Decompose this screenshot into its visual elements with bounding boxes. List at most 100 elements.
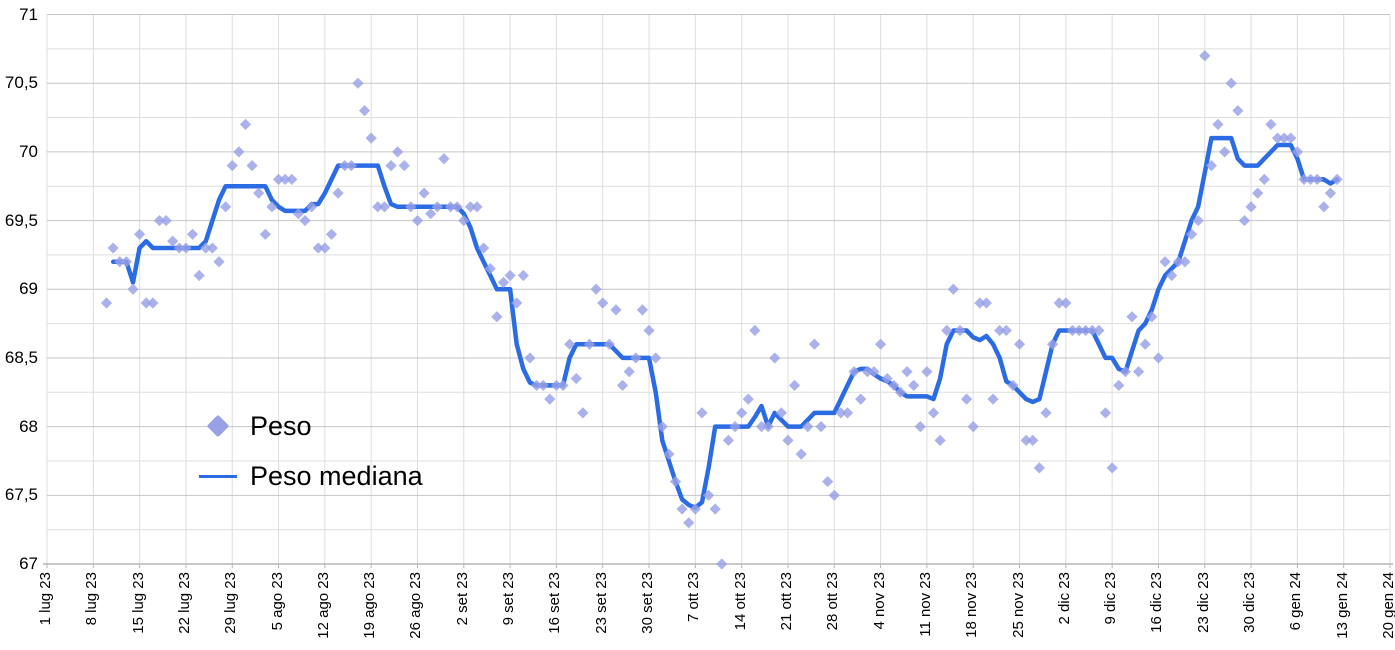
peso-data-point[interactable] bbox=[603, 338, 615, 350]
peso-data-point[interactable] bbox=[259, 228, 271, 240]
peso-data-point[interactable] bbox=[186, 228, 199, 240]
peso-data-point[interactable] bbox=[451, 201, 463, 213]
peso-data-point[interactable] bbox=[815, 421, 827, 433]
peso-data-point[interactable] bbox=[253, 187, 265, 199]
peso-data-point[interactable] bbox=[160, 214, 172, 227]
peso-data-point[interactable] bbox=[279, 173, 291, 185]
peso-data-point[interactable] bbox=[345, 160, 357, 172]
peso-data-point[interactable] bbox=[365, 132, 377, 144]
peso-data-point[interactable] bbox=[544, 393, 556, 405]
peso-data-point[interactable] bbox=[226, 160, 238, 172]
peso-data-point[interactable] bbox=[782, 434, 794, 446]
peso-data-point[interactable] bbox=[352, 77, 364, 89]
peso-data-point[interactable] bbox=[299, 214, 311, 227]
peso-data-point[interactable] bbox=[1000, 324, 1012, 337]
peso-data-point[interactable] bbox=[702, 489, 715, 501]
peso-data-point[interactable] bbox=[921, 366, 933, 378]
peso-data-point[interactable] bbox=[537, 379, 549, 392]
peso-data-point[interactable] bbox=[822, 475, 834, 488]
peso-data-point[interactable] bbox=[901, 366, 913, 378]
peso-data-point[interactable] bbox=[934, 434, 946, 446]
peso-data-point[interactable] bbox=[200, 242, 212, 254]
peso-data-point[interactable] bbox=[1212, 118, 1224, 130]
peso-data-point[interactable] bbox=[504, 269, 516, 282]
peso-data-point[interactable] bbox=[755, 421, 768, 433]
peso-data-point[interactable] bbox=[1179, 256, 1191, 268]
peso-data-point[interactable] bbox=[1278, 132, 1290, 144]
peso-data-point[interactable] bbox=[339, 160, 351, 172]
peso-data-point[interactable] bbox=[643, 324, 655, 337]
peso-data-point[interactable] bbox=[557, 379, 569, 392]
peso-data-point[interactable] bbox=[1099, 407, 1112, 419]
peso-data-point[interactable] bbox=[1046, 338, 1059, 350]
peso-data-point[interactable] bbox=[491, 311, 503, 323]
peso-data-point[interactable] bbox=[458, 214, 470, 227]
peso-data-point[interactable] bbox=[511, 297, 523, 309]
peso-data-point[interactable] bbox=[1093, 324, 1105, 337]
peso-data-point[interactable] bbox=[616, 379, 629, 392]
peso-data-point[interactable] bbox=[676, 503, 688, 515]
peso-data-point[interactable] bbox=[1060, 297, 1072, 309]
peso-data-point[interactable] bbox=[623, 366, 635, 378]
peso-data-point[interactable] bbox=[908, 379, 920, 392]
legend-item-peso-mediana[interactable]: Peso mediana bbox=[198, 458, 423, 494]
peso-data-point[interactable] bbox=[610, 304, 622, 316]
peso-data-point[interactable] bbox=[325, 228, 338, 240]
peso-data-point[interactable] bbox=[868, 366, 880, 378]
peso-data-point[interactable] bbox=[292, 208, 304, 220]
peso-data-point[interactable] bbox=[1318, 201, 1330, 213]
peso-data-point[interactable] bbox=[855, 393, 867, 405]
peso-data-point[interactable] bbox=[564, 338, 576, 350]
peso-data-point[interactable] bbox=[1199, 50, 1211, 62]
peso-data-point[interactable] bbox=[1013, 338, 1026, 350]
peso-data-point[interactable] bbox=[874, 338, 887, 350]
peso-data-point[interactable] bbox=[1073, 324, 1085, 337]
peso-data-point[interactable] bbox=[220, 201, 232, 213]
peso-data-point[interactable] bbox=[1271, 132, 1284, 144]
peso-data-point[interactable] bbox=[471, 201, 483, 213]
peso-data-point[interactable] bbox=[358, 105, 371, 117]
peso-data-point[interactable] bbox=[1291, 146, 1303, 158]
peso-data-point[interactable] bbox=[1225, 77, 1237, 89]
peso-data-point[interactable] bbox=[332, 187, 344, 199]
peso-data-point[interactable] bbox=[788, 379, 801, 392]
peso-data-point[interactable] bbox=[1219, 146, 1231, 158]
peso-data-point[interactable] bbox=[411, 214, 424, 227]
peso-data-point[interactable] bbox=[312, 242, 324, 254]
peso-data-point[interactable] bbox=[114, 256, 126, 268]
peso-data-point[interactable] bbox=[1331, 173, 1343, 185]
peso-data-point[interactable] bbox=[378, 201, 391, 213]
peso-data-point[interactable] bbox=[1172, 256, 1184, 268]
peso-data-point[interactable] bbox=[1232, 105, 1244, 117]
peso-data-point[interactable] bbox=[1020, 434, 1032, 446]
peso-data-point[interactable] bbox=[590, 283, 602, 295]
peso-data-point[interactable] bbox=[947, 283, 959, 295]
peso-data-point[interactable] bbox=[1166, 269, 1178, 282]
peso-data-point[interactable] bbox=[742, 393, 754, 405]
peso-data-point[interactable] bbox=[994, 324, 1006, 337]
peso-data-point[interactable] bbox=[517, 269, 529, 282]
peso-data-point[interactable] bbox=[663, 448, 675, 460]
peso-data-point[interactable] bbox=[894, 386, 907, 398]
peso-data-point[interactable] bbox=[650, 352, 662, 364]
peso-data-point[interactable] bbox=[392, 146, 404, 158]
peso-data-point[interactable] bbox=[1192, 214, 1204, 227]
peso-data-point[interactable] bbox=[438, 153, 450, 165]
legend-item-peso[interactable]: Peso bbox=[198, 408, 423, 444]
peso-mediana-line[interactable] bbox=[110, 135, 1340, 510]
peso-data-point[interactable] bbox=[233, 146, 245, 158]
peso-data-point[interactable] bbox=[636, 304, 649, 316]
peso-data-point[interactable] bbox=[960, 393, 973, 405]
peso-data-point[interactable] bbox=[484, 263, 496, 275]
peso-data-point[interactable] bbox=[1324, 187, 1337, 199]
peso-data-point[interactable] bbox=[464, 201, 477, 213]
peso-data-point[interactable] bbox=[1238, 214, 1251, 227]
peso-data-point[interactable] bbox=[1053, 297, 1065, 309]
peso-data-point[interactable] bbox=[140, 297, 152, 309]
peso-data-point[interactable] bbox=[749, 324, 761, 337]
peso-data-point[interactable] bbox=[1133, 366, 1145, 378]
peso-data-point[interactable] bbox=[841, 407, 854, 419]
peso-data-point[interactable] bbox=[775, 407, 787, 419]
peso-data-point[interactable] bbox=[418, 187, 430, 199]
peso-data-point[interactable] bbox=[266, 201, 278, 213]
